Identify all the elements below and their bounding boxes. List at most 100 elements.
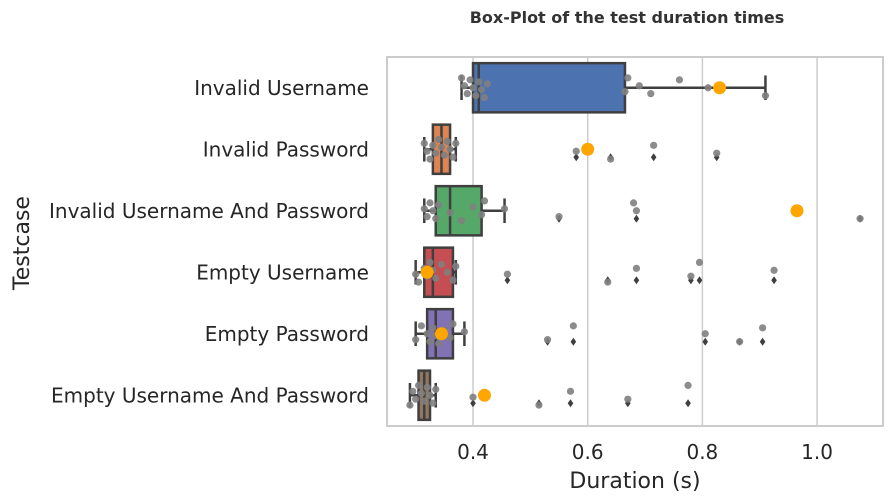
data-point — [432, 385, 440, 393]
data-point — [758, 324, 767, 332]
data-point — [460, 328, 469, 336]
data-point — [457, 216, 466, 225]
data-point — [426, 391, 434, 399]
data-point — [417, 389, 426, 397]
highlight-point — [434, 327, 448, 341]
data-point — [406, 401, 414, 409]
data-point — [480, 197, 489, 205]
x-tick-labels: 0.4 0.6 0.8 1.0 — [457, 440, 833, 464]
data-point — [449, 320, 457, 328]
category-label: Invalid Username And Password — [49, 199, 369, 223]
data-point — [566, 387, 575, 395]
outlier-marker — [633, 276, 640, 285]
x-tick-label: 0.8 — [686, 440, 718, 464]
data-point — [452, 139, 460, 147]
data-point — [469, 84, 477, 92]
data-point — [437, 260, 446, 268]
highlight-point — [790, 204, 804, 218]
data-point — [443, 137, 451, 145]
data-point — [569, 322, 577, 330]
category-label: Invalid Password — [203, 137, 369, 161]
chart-title: Box-Plot of the test duration times — [470, 8, 785, 27]
data-point — [770, 266, 778, 274]
data-point — [632, 264, 641, 272]
data-point — [446, 334, 454, 342]
data-point — [713, 149, 721, 157]
data-point — [426, 258, 434, 267]
highlight-point — [581, 142, 595, 156]
outlier-marker — [633, 214, 640, 223]
data-point — [417, 322, 426, 330]
x-axis-label: Duration (s) — [569, 469, 700, 494]
outlier-marker — [650, 153, 657, 162]
outlier-marker — [567, 399, 574, 408]
outlier-marker — [696, 276, 703, 285]
data-point — [695, 258, 704, 267]
category-label: Empty Username And Password — [51, 383, 369, 407]
data-point — [429, 399, 437, 407]
highlight-point — [420, 265, 434, 279]
data-point — [423, 213, 431, 221]
data-point — [449, 153, 457, 161]
outlier-marker — [573, 153, 580, 162]
data-point — [478, 86, 486, 94]
box-group — [406, 369, 692, 422]
data-point — [435, 135, 443, 144]
data-point — [503, 270, 512, 278]
data-point — [604, 278, 612, 286]
category-label: Empty Username — [196, 260, 369, 284]
data-point — [856, 215, 864, 223]
outlier-marker — [759, 337, 766, 346]
data-point — [466, 76, 474, 84]
data-point — [420, 205, 428, 213]
outlier-marker — [570, 337, 577, 346]
data-point — [423, 330, 431, 338]
box-iqr — [434, 184, 483, 237]
data-point — [423, 383, 431, 391]
plot-area — [386, 56, 884, 427]
boxes-layer — [406, 61, 864, 422]
data-point — [624, 395, 632, 403]
data-point — [463, 90, 471, 98]
outlier-marker — [504, 276, 511, 285]
outlier-marker — [685, 399, 691, 408]
data-point — [675, 76, 684, 84]
highlight-point — [713, 81, 727, 95]
data-point — [429, 141, 437, 149]
data-point — [607, 155, 615, 163]
category-labels: Invalid Username Invalid Password Invalid … — [49, 76, 369, 408]
data-point — [452, 262, 460, 270]
data-point — [469, 393, 477, 401]
data-point — [469, 203, 477, 211]
data-point — [437, 143, 446, 151]
data-point — [414, 278, 423, 286]
data-point — [443, 268, 451, 276]
data-point — [543, 336, 552, 344]
data-point — [621, 88, 629, 96]
data-point — [535, 401, 543, 409]
outlier-marker — [470, 399, 476, 408]
data-point — [629, 199, 638, 207]
data-point — [446, 209, 454, 217]
data-point — [460, 82, 469, 90]
data-point — [761, 92, 770, 100]
grid-lines — [472, 57, 818, 426]
box-group — [412, 246, 778, 299]
box-group — [457, 61, 770, 114]
data-point — [412, 270, 420, 278]
data-point — [478, 211, 486, 219]
data-point — [472, 92, 480, 100]
data-point — [420, 139, 428, 147]
box-iqr — [471, 61, 627, 114]
box-group — [412, 307, 767, 360]
data-point — [687, 272, 695, 280]
data-point — [572, 147, 580, 155]
data-point — [480, 93, 489, 102]
data-point — [440, 151, 448, 159]
data-point — [414, 381, 423, 390]
data-point — [412, 395, 420, 403]
data-point — [426, 155, 434, 163]
data-point — [412, 336, 420, 344]
plot-frame — [386, 56, 884, 427]
